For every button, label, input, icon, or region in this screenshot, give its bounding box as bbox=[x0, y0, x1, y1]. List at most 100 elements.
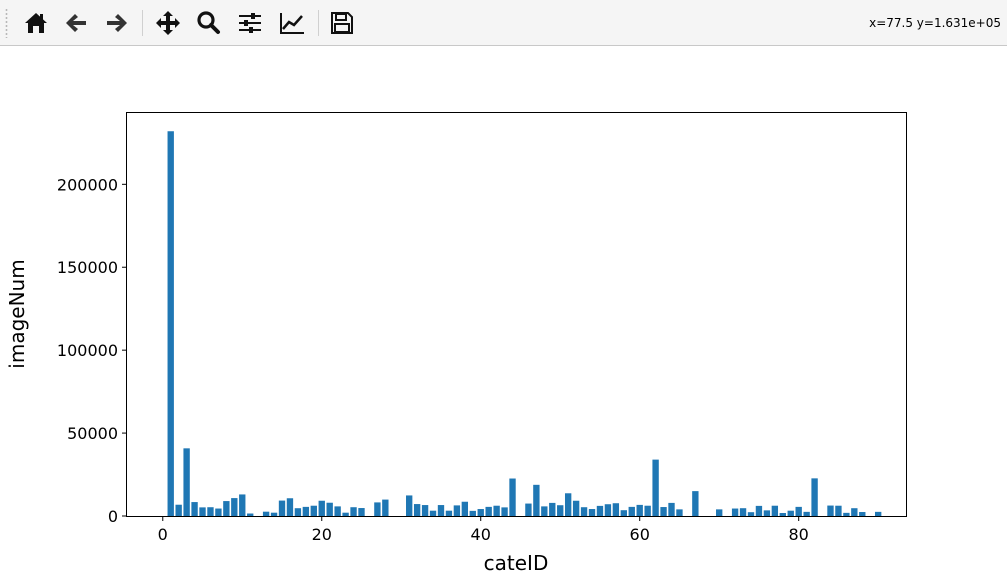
bar-4 bbox=[191, 502, 198, 516]
bar-75 bbox=[755, 505, 763, 516]
bar-55 bbox=[596, 505, 604, 516]
save-button[interactable] bbox=[326, 7, 358, 39]
arrow-left-icon bbox=[66, 14, 86, 32]
bar-54 bbox=[588, 509, 596, 516]
bar-14 bbox=[270, 512, 278, 516]
bar-24 bbox=[350, 507, 357, 516]
bar-21 bbox=[326, 502, 333, 516]
bar-33 bbox=[421, 505, 429, 516]
bar-49 bbox=[549, 502, 556, 516]
bar-82 bbox=[811, 478, 818, 516]
bar-25 bbox=[358, 508, 365, 516]
bar-36 bbox=[445, 510, 453, 516]
bar-2 bbox=[175, 504, 182, 516]
bar-64 bbox=[668, 502, 675, 516]
bar-5 bbox=[199, 507, 206, 516]
bar-65 bbox=[676, 509, 683, 516]
x-tick-label: 40 bbox=[471, 525, 491, 544]
bar-28 bbox=[382, 499, 389, 516]
bar-27 bbox=[374, 502, 381, 516]
zoom-button[interactable] bbox=[192, 7, 224, 39]
bar-23 bbox=[342, 512, 349, 516]
bar-chart: 0 20 40 60 80 0 50000 100000 150000 200000 cateI… bbox=[5, 112, 907, 575]
bar-8 bbox=[223, 501, 230, 516]
bar-43 bbox=[501, 507, 508, 516]
bar-80 bbox=[795, 506, 802, 516]
bar-42 bbox=[493, 505, 500, 516]
bar-51 bbox=[564, 493, 572, 516]
y-axis-ticks: 0 50000 100000 150000 200000 bbox=[57, 175, 127, 526]
sliders-icon bbox=[239, 13, 261, 33]
bar-57 bbox=[612, 503, 620, 516]
pan-button[interactable] bbox=[152, 7, 184, 39]
bar-44 bbox=[509, 478, 516, 516]
y-tick-label: 50000 bbox=[67, 424, 118, 443]
x-tick-label: 80 bbox=[789, 525, 809, 544]
bar-15 bbox=[278, 500, 286, 516]
bar-58 bbox=[620, 510, 627, 516]
bar-86 bbox=[843, 512, 850, 516]
x-axis-label: cateID bbox=[484, 551, 549, 573]
bar-18 bbox=[302, 506, 310, 516]
bar-17 bbox=[294, 508, 302, 516]
bar-62 bbox=[652, 459, 659, 516]
bar-56 bbox=[604, 504, 612, 516]
bars-group bbox=[167, 131, 882, 516]
bar-34 bbox=[429, 510, 437, 516]
bar-78 bbox=[779, 513, 786, 516]
bar-67 bbox=[692, 491, 699, 516]
bar-31 bbox=[406, 495, 413, 516]
bar-61 bbox=[644, 505, 651, 516]
home-button[interactable] bbox=[20, 7, 52, 39]
bar-76 bbox=[763, 510, 771, 516]
x-axis-ticks: 0 20 40 60 80 bbox=[158, 516, 809, 544]
bar-52 bbox=[572, 500, 580, 516]
x-tick-label: 60 bbox=[630, 525, 650, 544]
bar-70 bbox=[716, 509, 723, 516]
bar-11 bbox=[247, 513, 254, 516]
bar-85 bbox=[835, 505, 842, 516]
bar-32 bbox=[413, 504, 421, 516]
y-tick-label: 0 bbox=[108, 507, 118, 526]
bar-88 bbox=[859, 512, 866, 516]
bar-48 bbox=[541, 506, 548, 516]
edit-axis-button[interactable] bbox=[276, 7, 308, 39]
bar-19 bbox=[310, 505, 317, 516]
y-axis-label: imageNum bbox=[5, 259, 29, 368]
back-button[interactable] bbox=[60, 7, 92, 39]
x-tick-label: 20 bbox=[312, 525, 332, 544]
bar-87 bbox=[851, 508, 858, 516]
bar-50 bbox=[557, 505, 564, 516]
line-chart-icon bbox=[280, 13, 304, 34]
bar-90 bbox=[874, 511, 882, 516]
bar-6 bbox=[207, 507, 214, 516]
bar-74 bbox=[747, 512, 755, 516]
bar-81 bbox=[803, 511, 810, 516]
toolbar-separator bbox=[142, 10, 143, 36]
bar-9 bbox=[231, 498, 238, 516]
arrow-right-icon bbox=[107, 14, 127, 32]
toolbar-grip[interactable] bbox=[5, 8, 8, 38]
bar-38 bbox=[461, 501, 469, 516]
bar-63 bbox=[660, 507, 667, 516]
configure-subplots-button[interactable] bbox=[234, 7, 266, 39]
bar-47 bbox=[533, 484, 540, 516]
figure-canvas[interactable]: 0 20 40 60 80 0 50000 100000 150000 200000 cateI… bbox=[0, 47, 1007, 575]
bar-35 bbox=[437, 505, 445, 516]
bar-1 bbox=[167, 131, 174, 516]
search-icon bbox=[197, 11, 220, 34]
bar-73 bbox=[739, 508, 747, 516]
floppy-disk-icon bbox=[331, 12, 353, 34]
y-tick-label: 150000 bbox=[57, 258, 118, 277]
bar-22 bbox=[334, 506, 341, 516]
bar-40 bbox=[477, 509, 484, 516]
bar-7 bbox=[215, 508, 222, 516]
bar-72 bbox=[731, 508, 739, 516]
navigation-toolbar: x=77.5 y=1.631e+05 bbox=[0, 0, 1007, 46]
bar-84 bbox=[827, 505, 834, 516]
forward-button[interactable] bbox=[101, 7, 133, 39]
axes-frame bbox=[126, 112, 907, 517]
bar-59 bbox=[628, 506, 635, 516]
bar-20 bbox=[318, 500, 325, 516]
bar-53 bbox=[580, 507, 588, 516]
